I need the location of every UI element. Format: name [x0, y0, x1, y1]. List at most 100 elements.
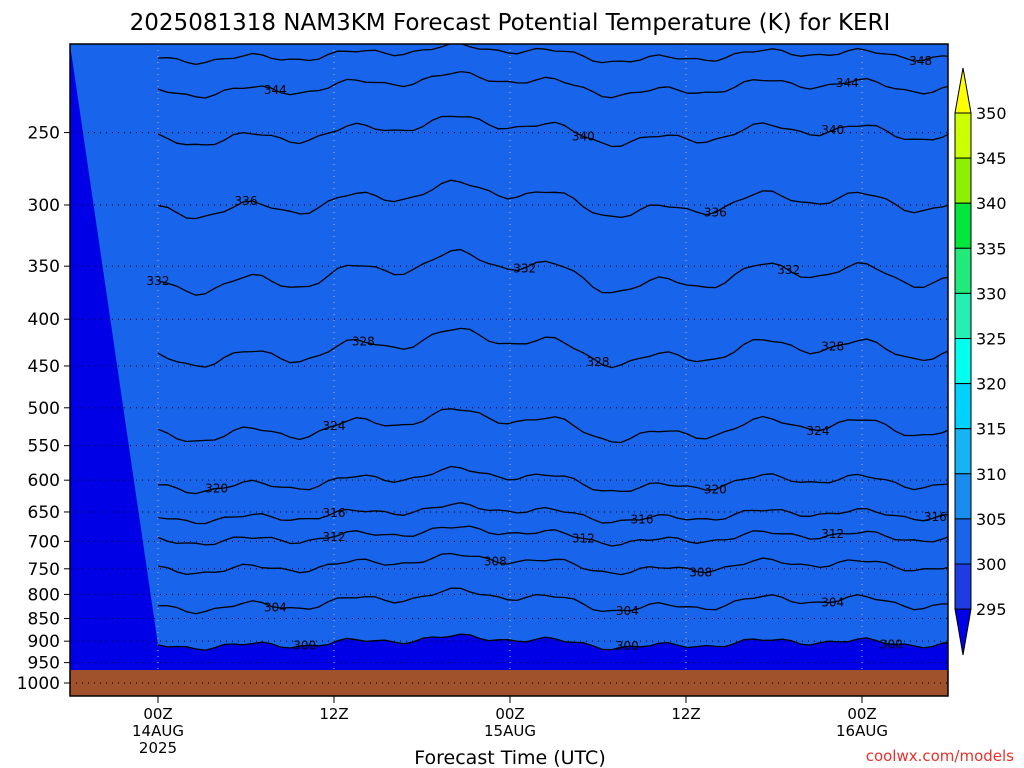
- contour-label: 316: [924, 510, 947, 524]
- y-tick-label: 950: [28, 654, 60, 674]
- credit-text: coolwx.com/models: [866, 747, 1014, 765]
- contour-label: 332: [513, 261, 536, 275]
- y-tick-label: 800: [28, 585, 60, 605]
- contour-labels: 348 344 344 340 340 336 336 332 332 332 328 328 328 3…: [147, 54, 947, 653]
- contour-lines: [157, 44, 948, 651]
- colorbar-swatch: [954, 473, 972, 520]
- y-tick-label: 900: [28, 632, 60, 652]
- colorbar-label: 350: [976, 104, 1007, 123]
- contour-line: [157, 465, 948, 495]
- contour-line: [157, 525, 948, 547]
- contour-line: [157, 408, 948, 444]
- y-tick-label: 500: [28, 399, 60, 419]
- x-tick-year: 2025: [139, 739, 177, 757]
- contour-label: 328: [587, 355, 610, 369]
- colorbar-bottom-arrow: [954, 608, 972, 656]
- contour-label: 308: [689, 566, 712, 580]
- colorbar-top-arrow: [954, 67, 972, 114]
- colorbar-label: 305: [976, 510, 1007, 529]
- x-tick-date: 15AUG: [484, 722, 536, 740]
- contour-line: [157, 179, 948, 220]
- contour-label: 340: [821, 123, 844, 137]
- colorbar-swatch: [954, 383, 972, 430]
- band-fill: [70, 44, 948, 651]
- colorbar-label: 300: [976, 555, 1007, 574]
- y-tick-label: 250: [28, 124, 60, 144]
- colorbar-swatch: [954, 338, 972, 385]
- contour-label: 324: [807, 424, 830, 438]
- colorbar-label: 315: [976, 420, 1007, 439]
- x-tick-date: 16AUG: [836, 722, 888, 740]
- colorbar-swatch: [954, 518, 972, 565]
- plot-frame: [69, 43, 949, 697]
- contour-label: 312: [323, 530, 346, 544]
- colorbar-legend: 350 345 340 335 330 325 320 315 310 305 300 295: [954, 67, 1007, 656]
- contour-label: 336: [704, 206, 727, 220]
- contour-label: 316: [323, 506, 346, 520]
- x-tick-time: 12Z: [671, 705, 700, 723]
- contour-line: [157, 633, 948, 651]
- y-tick-label: 700: [28, 532, 60, 552]
- x-tick-date: 14AUG: [132, 722, 184, 740]
- contour-label: 328: [352, 335, 375, 349]
- colorbar-label: 295: [976, 600, 1007, 619]
- contour-label: 348: [909, 54, 932, 68]
- contour-label: 300: [880, 637, 903, 651]
- contour-label: 324: [323, 419, 346, 433]
- colorbar-swatch: [954, 428, 972, 475]
- colorbar-label: 320: [976, 375, 1007, 394]
- colorbar-swatch: [954, 157, 972, 204]
- chart-title: 2025081318 NAM3KM Forecast Potential Tem…: [130, 10, 891, 36]
- colorbar-swatch: [954, 247, 972, 294]
- contour-label: 312: [821, 527, 844, 541]
- contour-label: 320: [704, 483, 727, 497]
- contour-label: 328: [821, 340, 844, 354]
- contour-label: 304: [264, 601, 287, 615]
- contour-label: 312: [572, 531, 595, 545]
- contour-line: [158, 587, 948, 615]
- contour-line: [157, 44, 948, 66]
- contour-label: 316: [631, 513, 654, 527]
- y-tick-label: 450: [28, 357, 60, 377]
- contour-line: [157, 502, 948, 525]
- contour-line: [157, 70, 948, 99]
- contour-label: 332: [147, 274, 170, 288]
- contour-label: 340: [572, 130, 595, 144]
- y-tick-label: 600: [28, 471, 60, 491]
- y-tick-label: 350: [28, 257, 60, 277]
- pressure-axis: 250 300 350 400 450 500 550 600 650 700 750 800 850 9…: [17, 124, 70, 694]
- colorbar-label: 325: [976, 330, 1007, 349]
- y-tick-label: 1000: [17, 674, 60, 694]
- x-axis-title: Forecast Time (UTC): [414, 747, 605, 768]
- contour-line: [157, 248, 948, 296]
- y-tick-label: 850: [28, 609, 60, 629]
- contour-label: 304: [821, 596, 844, 610]
- colorbar-swatch: [954, 292, 972, 339]
- y-tick-label: 300: [28, 196, 60, 216]
- x-tick-time: 12Z: [319, 705, 348, 723]
- contour-label: 332: [777, 263, 800, 277]
- contour-label: 304: [616, 604, 639, 618]
- colorbar-swatch: [954, 202, 972, 249]
- colorbar-label: 310: [976, 465, 1007, 484]
- contour-line: [157, 115, 948, 148]
- y-tick-label: 750: [28, 560, 60, 580]
- contour-label: 300: [616, 639, 639, 653]
- x-tick-time: 00Z: [847, 705, 876, 723]
- colorbar-label: 345: [976, 149, 1007, 168]
- x-tick-time: 00Z: [495, 705, 524, 723]
- colorbar-swatch: [954, 563, 972, 610]
- contour-label: 336: [235, 194, 258, 208]
- contour-line: [157, 552, 948, 576]
- y-tick-label: 550: [28, 437, 60, 457]
- x-tick-time: 00Z: [143, 705, 172, 723]
- plot-area: 348 344 344 340 340 336 336 332 332 332 328 328 328 3…: [70, 44, 948, 696]
- contour-label: 308: [484, 555, 507, 569]
- contour-line: [157, 327, 948, 369]
- contour-label: 300: [293, 638, 316, 652]
- shaded-bands: [70, 44, 948, 670]
- colorbar-label: 335: [976, 239, 1007, 258]
- y-tick-label: 650: [28, 503, 60, 523]
